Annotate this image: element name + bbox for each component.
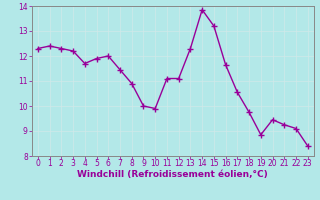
X-axis label: Windchill (Refroidissement éolien,°C): Windchill (Refroidissement éolien,°C) bbox=[77, 170, 268, 179]
